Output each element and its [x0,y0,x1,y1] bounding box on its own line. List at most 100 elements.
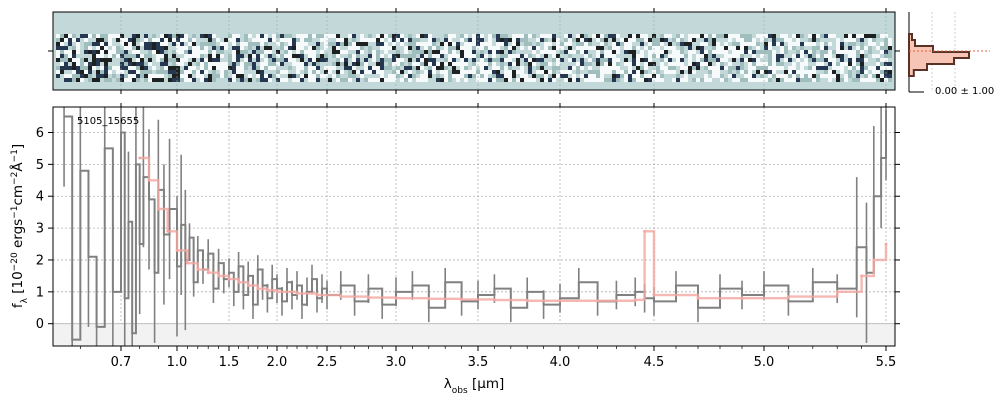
two-d-pixel [404,46,408,50]
two-d-pixel [756,34,760,38]
two-d-pixel [292,62,296,66]
two-d-pixel [384,78,388,82]
two-d-pixel [808,74,812,78]
two-d-pixel [384,66,388,70]
two-d-pixel [64,46,68,50]
two-d-pixel [108,70,112,74]
two-d-pixel [136,58,140,62]
two-d-pixel [56,46,60,50]
two-d-pixel [484,58,488,62]
two-d-pixel [60,42,64,46]
two-d-pixel [640,78,644,82]
two-d-pixel [228,34,232,38]
two-d-pixel [180,38,184,42]
two-d-pixel [68,66,72,70]
two-d-pixel [452,62,456,66]
two-d-pixel [356,62,360,66]
two-d-pixel [864,66,868,70]
two-d-pixel [728,46,732,50]
two-d-pixel [840,58,844,62]
two-d-pixel [76,62,80,66]
two-d-pixel [860,42,864,46]
two-d-pixel [208,62,212,66]
two-d-pixel [552,58,556,62]
two-d-pixel [264,34,268,38]
two-d-pixel [308,50,312,54]
two-d-pixel [780,46,784,50]
two-d-pixel [76,50,80,54]
two-d-pixel [288,58,292,62]
two-d-pixel [588,66,592,70]
two-d-pixel [360,34,364,38]
spectrum-model-point [206,271,210,275]
two-d-pixel [88,50,92,54]
two-d-pixel [556,54,560,58]
two-d-pixel [712,34,716,38]
two-d-pixel [72,70,76,74]
two-d-pixel [584,38,588,42]
two-d-pixel [848,70,852,74]
two-d-pixel [368,54,372,58]
two-d-pixel [292,74,296,78]
two-d-pixel [608,58,612,62]
two-d-pixel [484,74,488,78]
two-d-pixel [216,66,220,70]
two-d-pixel [228,78,232,82]
two-d-pixel [184,50,188,54]
two-d-pixel [416,38,420,42]
two-d-pixel [264,58,268,62]
two-d-pixel [96,78,100,82]
two-d-pixel [612,50,616,54]
two-d-pixel [348,54,352,58]
two-d-pixel [80,34,84,38]
two-d-pixel [76,74,80,78]
two-d-pixel [728,62,732,66]
two-d-pixel [800,70,804,74]
two-d-pixel [436,62,440,66]
two-d-pixel [364,58,368,62]
spectrum-model-point [427,297,431,301]
two-d-pixel [352,34,356,38]
two-d-pixel [288,42,292,46]
two-d-pixel [420,58,424,62]
two-d-pixel [780,38,784,42]
two-d-pixel [308,66,312,70]
two-d-pixel [104,66,108,70]
two-d-pixel [296,78,300,82]
two-d-pixel [164,46,168,50]
two-d-pixel [784,70,788,74]
two-d-pixel [276,78,280,82]
two-d-pixel [760,38,764,42]
x-tick-label: 3.5 [468,355,489,370]
two-d-spectrum-panel [48,8,900,94]
two-d-pixel [200,50,204,54]
two-d-pixel [588,38,592,42]
spectrum-model-point [740,296,744,300]
two-d-pixel [68,34,72,38]
two-d-pixel [836,78,840,82]
two-d-pixel [420,74,424,78]
two-d-pixel [640,54,644,58]
two-d-pixel [96,74,100,78]
two-d-pixel [136,66,140,70]
two-d-pixel [840,78,844,82]
two-d-pixel [416,50,420,54]
two-d-pixel [712,74,716,78]
two-d-pixel [480,66,484,70]
two-d-pixel [708,66,712,70]
two-d-pixel [120,38,124,42]
two-d-pixel [564,78,568,82]
two-d-pixel [68,50,72,54]
two-d-pixel [232,58,236,62]
two-d-pixel [684,66,688,70]
two-d-pixel [844,62,848,66]
two-d-pixel [240,70,244,74]
two-d-pixel [868,50,872,54]
two-d-pixel [252,62,256,66]
two-d-pixel [740,38,744,42]
two-d-pixel [636,62,640,66]
two-d-pixel [428,34,432,38]
two-d-pixel [180,42,184,46]
two-d-pixel [820,62,824,66]
two-d-pixel [340,42,344,46]
